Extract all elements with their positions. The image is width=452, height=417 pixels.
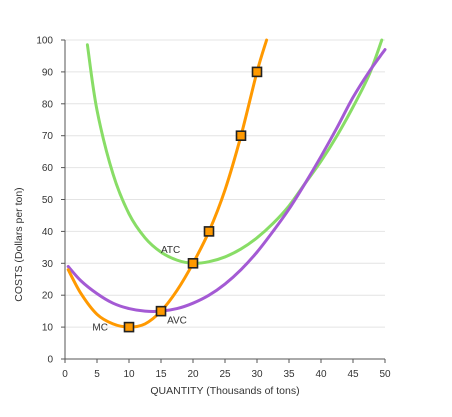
- curve-label-mc: MC: [92, 322, 108, 333]
- series-atc-line: [85, 38, 384, 265]
- x-tick-label: 50: [379, 369, 391, 380]
- curve-label-avc: AVC: [167, 315, 187, 326]
- x-tick-label: 40: [315, 369, 327, 380]
- curve-labels: ATC AVC MC: [92, 245, 186, 333]
- series-avc-line: [66, 48, 387, 313]
- data-markers[interactable]: [123, 66, 263, 333]
- axes: 0 10 20 30 40 50 60 70 80 90 100 0 5 10 15 20 25 30 35 40 45…: [36, 36, 391, 381]
- x-tick-label: 25: [219, 369, 231, 380]
- x-tick-label: 30: [251, 369, 263, 380]
- mc-point-marker[interactable]: [203, 226, 215, 237]
- x-tick-label: 35: [283, 369, 295, 380]
- mc-point-marker[interactable]: [155, 305, 167, 317]
- curve-label-atc: ATC: [161, 245, 180, 256]
- y-tick-label: 40: [42, 227, 54, 238]
- mc-point-marker[interactable]: [187, 257, 199, 269]
- y-tick-label: 10: [42, 323, 54, 334]
- y-tick-label: 50: [42, 195, 54, 206]
- mc-point-marker[interactable]: [251, 66, 263, 78]
- x-axis-title: QUANTITY (Thousands of tons): [150, 385, 299, 397]
- x-tick-label: 15: [155, 369, 167, 380]
- y-tick-label: 70: [42, 131, 54, 142]
- x-tick-label: 0: [62, 369, 68, 380]
- y-tick-label: 20: [42, 291, 54, 302]
- x-tick-label: 45: [347, 369, 359, 380]
- x-tick-label: 20: [187, 369, 199, 380]
- y-tick-label: 90: [42, 67, 54, 78]
- y-tick-label: 80: [42, 99, 54, 110]
- mc-point-marker[interactable]: [235, 130, 247, 141]
- x-tick-label: 5: [94, 369, 100, 380]
- cost-curves: [66, 38, 387, 329]
- y-axis-title: COSTS (Dollars per ton): [13, 187, 25, 301]
- grid-lines: [65, 39, 385, 328]
- y-tick-label: 0: [47, 355, 53, 366]
- x-tick-label: 10: [123, 369, 135, 380]
- y-tick-label: 60: [42, 163, 54, 174]
- series-mc-line: [66, 38, 269, 329]
- y-tick-label: 30: [42, 259, 54, 270]
- y-tick-label: 100: [36, 36, 53, 47]
- mc-point-marker[interactable]: [123, 321, 135, 333]
